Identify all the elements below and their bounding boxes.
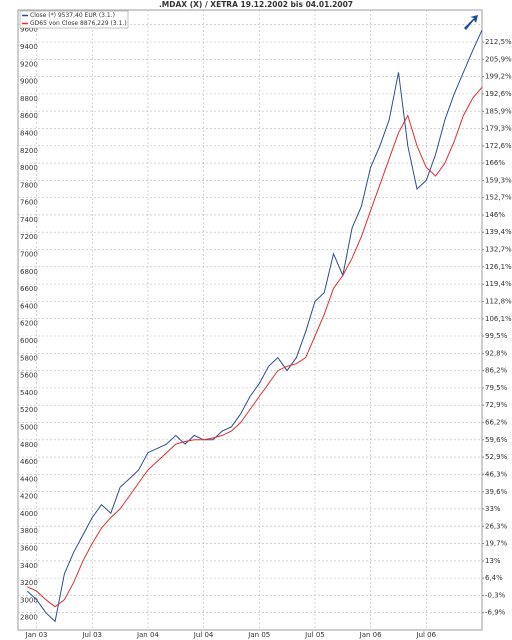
y-tick-label: 5800 (20, 354, 38, 362)
y2-tick-label: 92,8% (485, 349, 508, 357)
y2-tick-label: 205,9% (485, 55, 512, 63)
y2-tick-label: 46,3% (485, 470, 508, 478)
y2-tick-label: 19,7% (485, 540, 508, 548)
y-tick-label: 9400 (20, 43, 38, 51)
x-tick-label: Jan 06 (359, 631, 382, 639)
y-tick-label: 2800 (20, 614, 38, 622)
y-tick-label: 3800 (20, 527, 38, 535)
y2-tick-label: 126,1% (485, 263, 512, 271)
y-tick-label: 6800 (20, 268, 38, 276)
y-tick-label: 8600 (20, 112, 38, 120)
y2-tick-label: -6,9% (485, 609, 506, 617)
y-tick-label: 4800 (20, 441, 38, 449)
x-tick-label: Jan 04 (136, 631, 159, 639)
y2-tick-label: 146% (485, 211, 505, 219)
y2-tick-label: 199,2% (485, 73, 512, 81)
legend-label: Close (*) 9537,40 EUR (3.1.) (30, 12, 115, 19)
y-tick-label: 3000 (20, 596, 38, 604)
y-tick-label: 7600 (20, 199, 38, 207)
y-tick-label: 5000 (20, 423, 38, 431)
y-tick-label: 6400 (20, 302, 38, 310)
y2-tick-label: 86,2% (485, 367, 508, 375)
x-tick-label: Jul 05 (304, 631, 325, 639)
y2-tick-label: 192,6% (485, 90, 512, 98)
y-tick-label: 8800 (20, 95, 38, 103)
y2-tick-label: 99,5% (485, 332, 508, 340)
y-tick-label: 6600 (20, 285, 38, 293)
y-tick-label: 5400 (20, 389, 38, 397)
y-tick-label: 9600 (20, 26, 38, 34)
y-tick-label: 4600 (20, 458, 38, 466)
y2-tick-label: 166% (485, 159, 505, 167)
y-tick-label: 9000 (20, 78, 38, 86)
y2-tick-label: 119,4% (485, 280, 512, 288)
y2-tick-label: 52,9% (485, 453, 508, 461)
y2-tick-label: 132,7% (485, 246, 512, 254)
y-tick-label: 3600 (20, 545, 38, 553)
y2-tick-label: 212,5% (485, 38, 512, 46)
x-tick-label: Jul 04 (193, 631, 214, 639)
y-tick-label: 8000 (20, 164, 38, 172)
y-tick-label: 5200 (20, 406, 38, 414)
trend-arrow (464, 15, 478, 30)
y2-tick-label: 72,9% (485, 401, 508, 409)
y-tick-label: 7200 (20, 233, 38, 241)
x-tick-label: Jan 03 (25, 631, 48, 639)
series-line (26, 29, 483, 623)
y2-tick-label: 66,2% (485, 419, 508, 427)
y2-tick-label: 39,6% (485, 488, 508, 496)
y2-tick-label: 179,3% (485, 124, 512, 132)
legend-label: GD65 von Close 8876,229 (3.1.) (30, 20, 127, 27)
chart-title: .MDAX (X) / XETRA 19.12.2002 bis 04.01.2… (159, 0, 353, 9)
y-tick-label: 8400 (20, 129, 38, 137)
x-tick-label: Jan 05 (247, 631, 270, 639)
y2-tick-label: 112,8% (485, 297, 512, 305)
y2-tick-label: 59,6% (485, 436, 508, 444)
legend-box (19, 10, 129, 29)
y2-tick-label: 185,9% (485, 107, 512, 115)
y-tick-label: 3400 (20, 562, 38, 570)
y-tick-label: 7000 (20, 251, 38, 259)
x-tick-label: Jul 06 (416, 631, 437, 639)
y2-tick-label: 33% (485, 505, 501, 513)
y-tick-label: 4400 (20, 475, 38, 483)
y2-tick-label: 26,3% (485, 522, 508, 530)
y-tick-label: 8200 (20, 147, 38, 155)
y2-tick-label: 139,4% (485, 228, 512, 236)
y2-tick-label: 6,4% (485, 574, 503, 582)
plot-frame (17, 9, 483, 631)
y-tick-label: 9200 (20, 60, 38, 68)
y-tick-label: 7400 (20, 216, 38, 224)
y-tick-label: 7800 (20, 181, 38, 189)
y2-tick-label: 79,5% (485, 384, 508, 392)
y-tick-label: 6200 (20, 320, 38, 328)
y2-tick-label: 106,1% (485, 315, 512, 323)
y-tick-label: 4000 (20, 510, 38, 518)
y-tick-label: 6000 (20, 337, 38, 345)
y2-tick-label: 172,6% (485, 142, 512, 150)
series-line (27, 86, 483, 608)
x-tick-label: Jul 03 (81, 631, 102, 639)
y2-tick-label: 159,3% (485, 176, 512, 184)
y2-tick-label: -0,3% (485, 592, 506, 600)
y-tick-label: 5600 (20, 372, 38, 380)
y-tick-label: 3200 (20, 579, 38, 587)
y2-tick-label: 152,7% (485, 194, 512, 202)
y2-tick-label: 13% (485, 557, 501, 565)
y-tick-label: 4200 (20, 493, 38, 501)
